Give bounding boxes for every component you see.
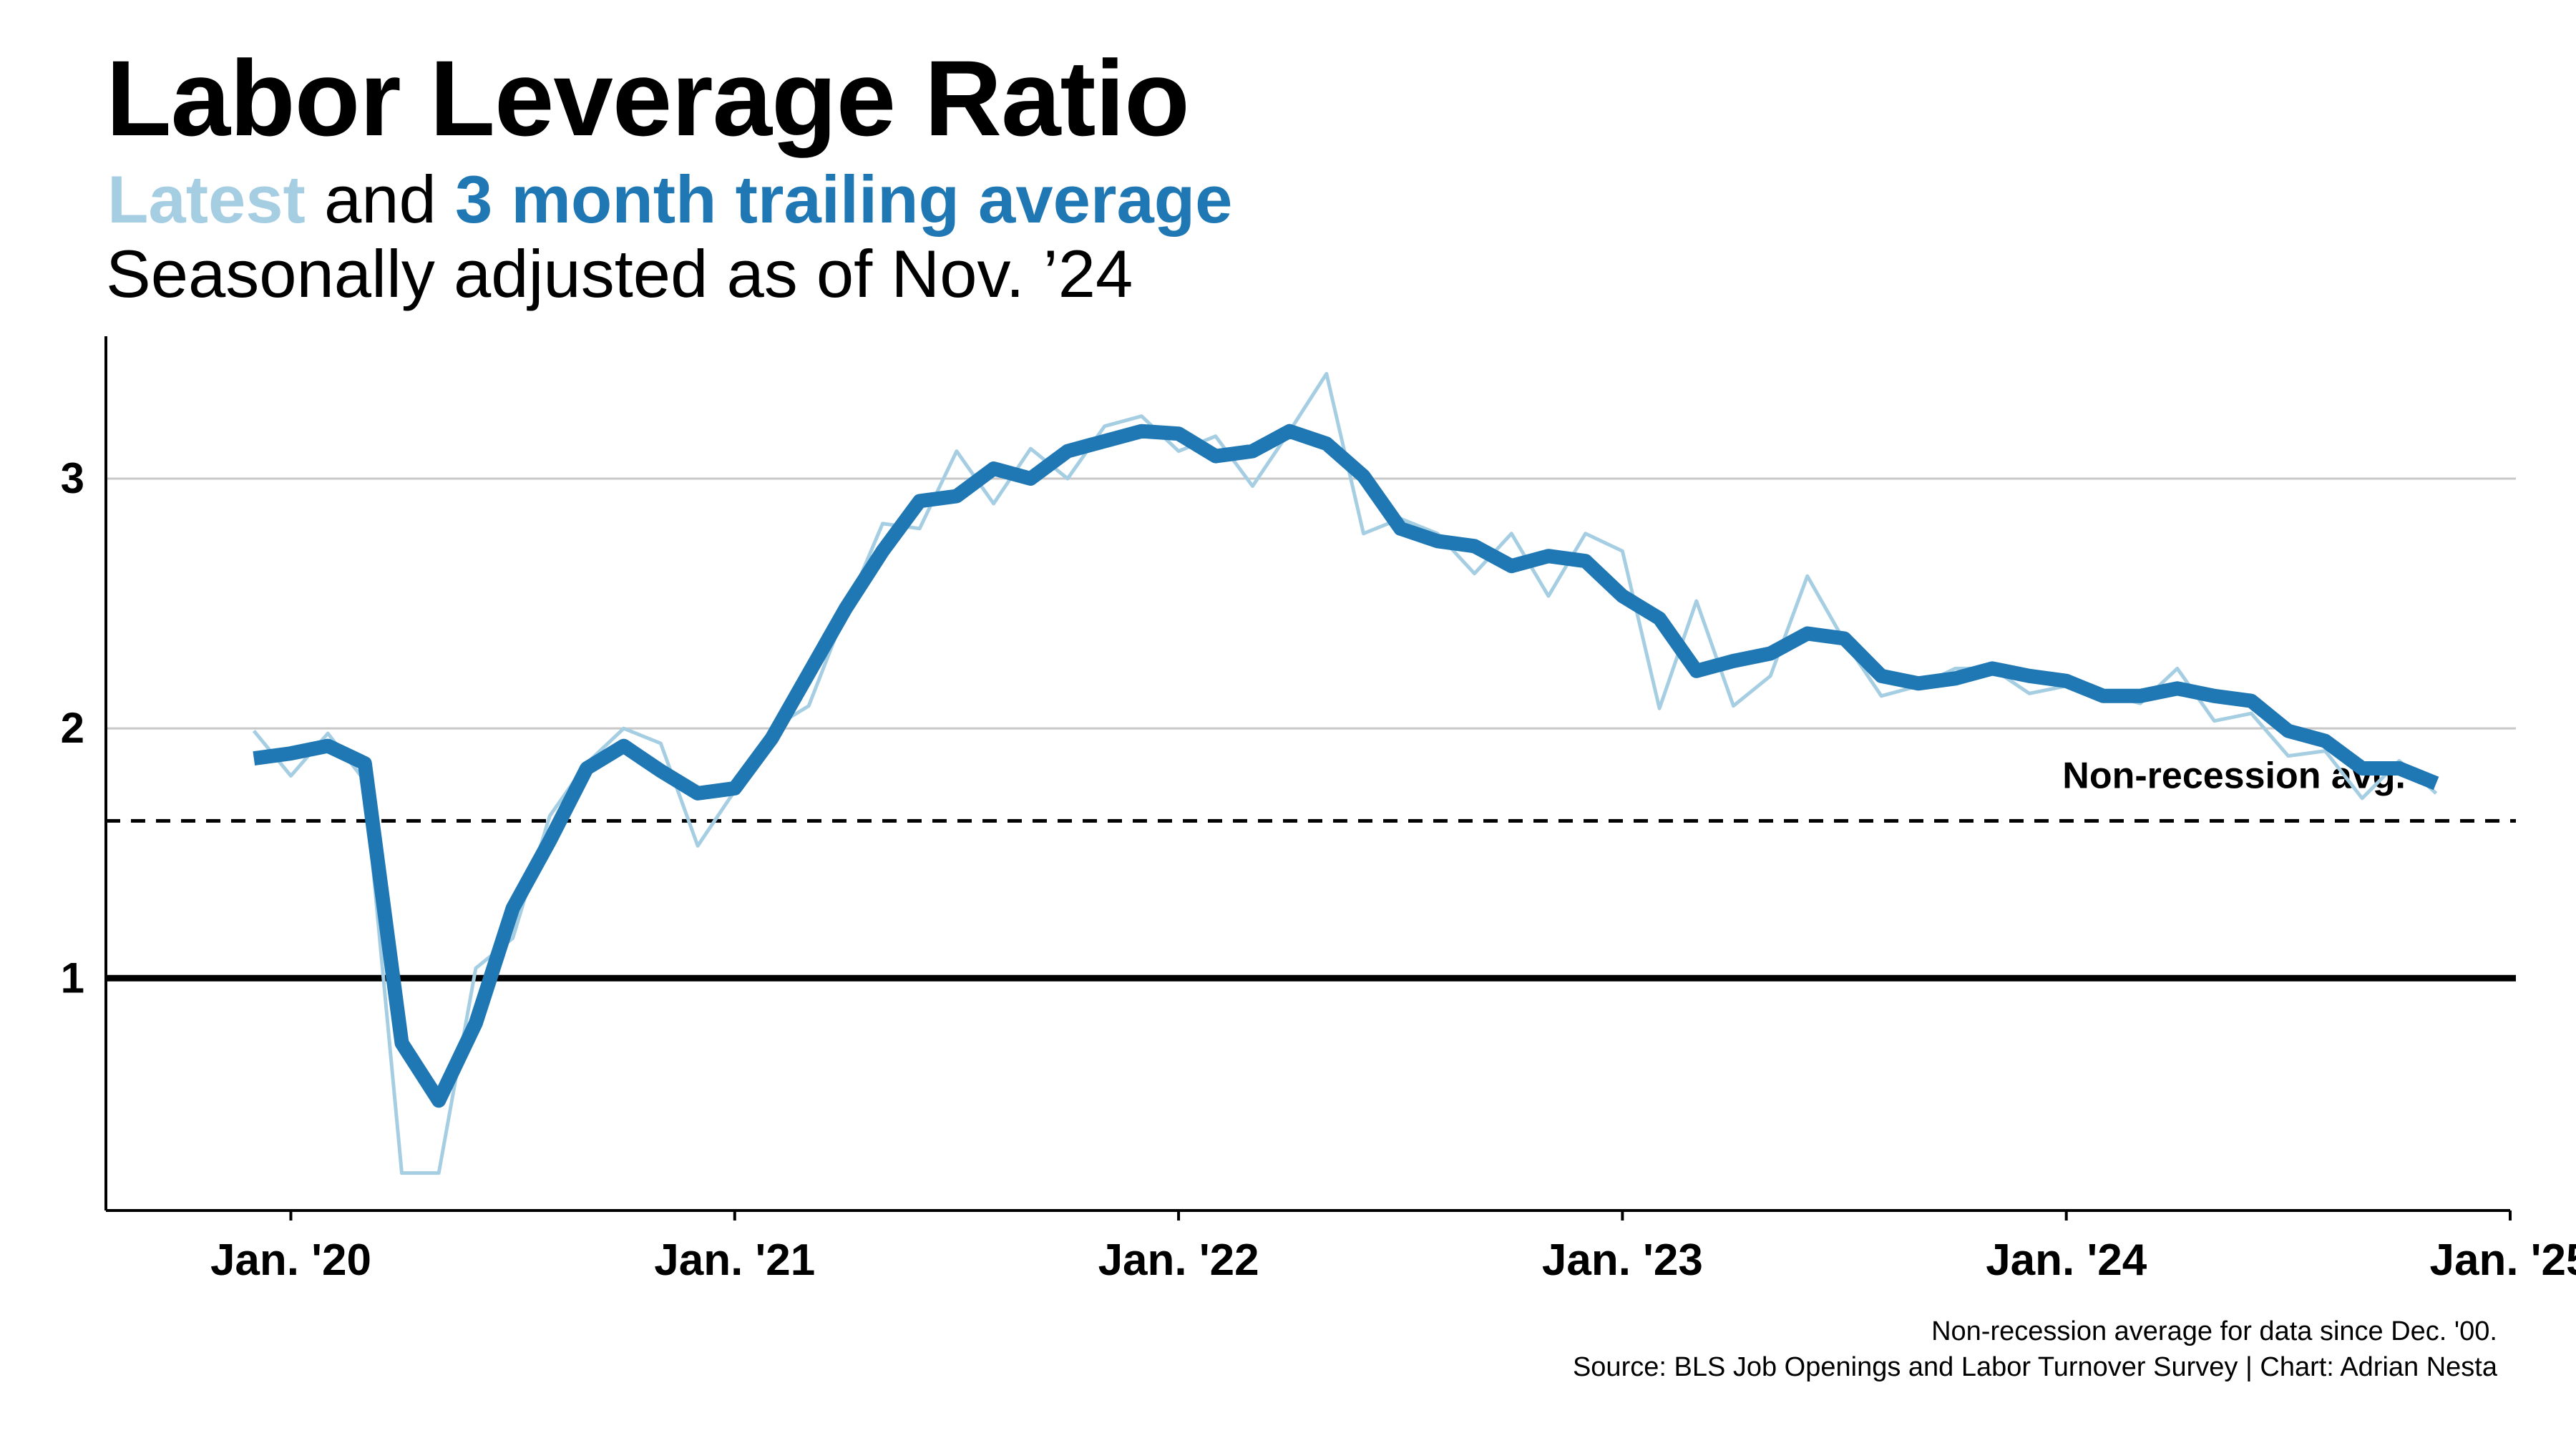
legend-latest-label: Latest [107,162,306,237]
axes: 1 2 3 Jan. '20 Jan. '21 Jan. '22 Jan. '23 Jan. … [61,336,2576,1285]
x-tick-label: Jan. '25 [2430,1236,2576,1285]
x-tick-label: Jan. '23 [1542,1236,1703,1285]
y-tick-label: 3 [61,454,84,502]
x-tick-label: Jan. '21 [654,1236,815,1285]
footer-source: Source: BLS Job Openings and Labor Turno… [1572,1352,2497,1382]
chart-title: Labor Leverage Ratio [106,38,1190,158]
chart-footer: Non-recession average for data since Dec… [1573,1314,2497,1385]
subtitle-connector: and [305,162,455,237]
reference-lines: Non-recession avg. [106,755,2516,982]
x-tick-label: Jan. '22 [1098,1236,1259,1285]
chart-subtitle: Latest and 3 month trailing average [107,166,1232,233]
legend-average-label: 3 month trailing average [454,162,1233,237]
chart-subtitle-seasonal: Seasonally adjusted as of Nov. ’24 [106,236,1133,311]
x-tick-label: Jan. '20 [210,1236,371,1285]
grid-lines [106,477,2516,979]
y-tick-label: 2 [61,704,84,752]
y-tick-label: 1 [61,954,84,1002]
series-line-3-month-average [253,424,2439,1108]
footer-note: Non-recession average for data since Dec… [1931,1316,2497,1346]
series-lines [252,371,2439,1175]
x-tick-label: Jan. '24 [1986,1236,2147,1285]
